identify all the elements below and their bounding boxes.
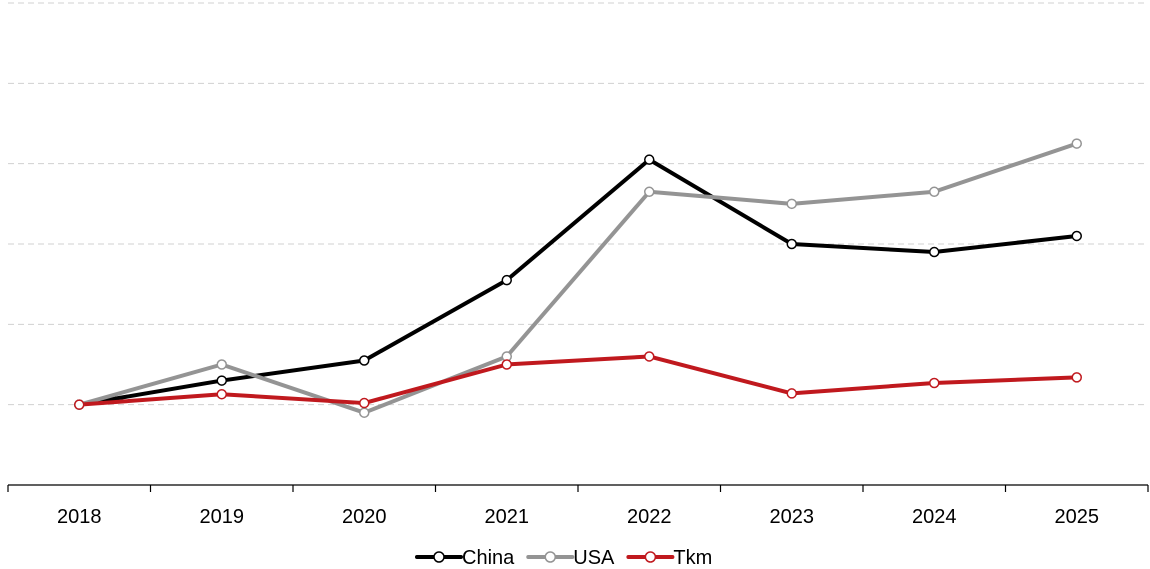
point-usa-2020 [359, 407, 370, 418]
point-tkm-2025 [1071, 372, 1082, 383]
point-china-2020 [359, 355, 370, 366]
legend-label-tkm: Tkm [673, 547, 712, 569]
series-line-tkm [77, 354, 1079, 407]
series-line-china [77, 157, 1079, 407]
point-china-2025 [1071, 230, 1082, 242]
series-lines [74, 138, 1082, 418]
x-tick-label-2022: 2022 [627, 506, 672, 528]
legend-marker-tkm [644, 551, 657, 563]
point-tkm-2024 [929, 377, 940, 389]
point-tkm-2020 [359, 397, 370, 409]
legend-marker-china [433, 551, 445, 563]
x-tick-label-2025: 2025 [1055, 506, 1100, 528]
legend-marker-usa [544, 551, 557, 563]
point-usa-2022 [644, 186, 655, 198]
x-axis: 2018 2019 2020 2021 2022 2023 2024 2025 [7, 484, 1149, 528]
point-tkm-2018 [74, 399, 85, 410]
x-tick-label-2020: 2020 [342, 506, 387, 528]
point-tkm-2019 [216, 388, 227, 400]
point-tkm-2022 [644, 351, 655, 362]
point-tkm-2021 [501, 359, 512, 370]
point-usa-2019 [216, 359, 227, 370]
legend: China USA Tkm [415, 547, 712, 569]
gridlines [8, 2, 1148, 406]
point-usa-2023 [786, 198, 797, 210]
point-china-2021 [501, 274, 512, 286]
point-china-2022 [644, 154, 655, 165]
x-tick-label-2021: 2021 [485, 506, 530, 528]
point-usa-2024 [929, 186, 940, 198]
x-tick-label-2023: 2023 [770, 506, 815, 528]
series-line-usa [77, 141, 1079, 415]
point-china-2024 [929, 246, 940, 258]
legend-label-china: China [462, 547, 515, 569]
point-usa-2025 [1071, 138, 1082, 149]
point-china-2023 [786, 238, 797, 250]
x-tick-label-2024: 2024 [912, 506, 957, 528]
legend-label-usa: USA [573, 547, 615, 569]
x-tick-label-2018: 2018 [57, 506, 102, 528]
point-china-2019 [216, 375, 227, 386]
x-tick-label-2019: 2019 [200, 506, 245, 528]
point-tkm-2023 [786, 388, 797, 399]
